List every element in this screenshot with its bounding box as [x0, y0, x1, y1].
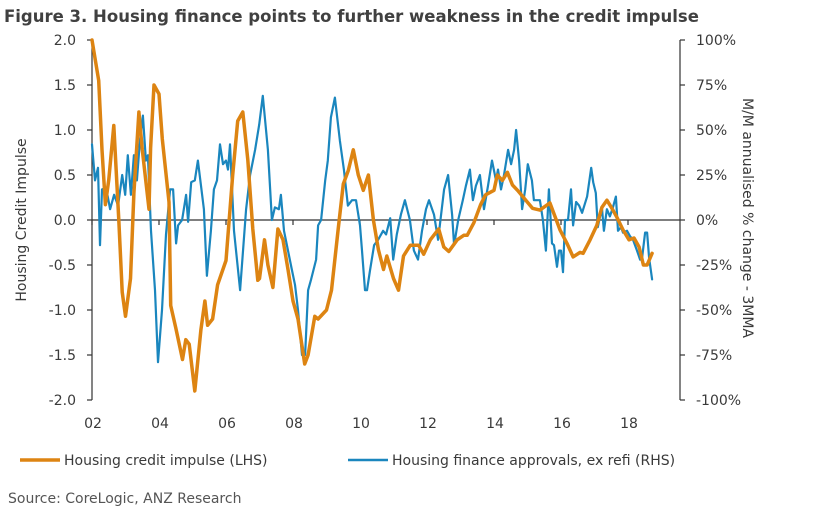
y-left-tick-label: -1.0 — [49, 303, 76, 319]
x-tick-label: 04 — [151, 416, 169, 432]
x-tick-label: 10 — [352, 416, 370, 432]
y-axis-right-label: M/M annualised % change - 3MMA — [739, 98, 755, 338]
x-tick-label: 12 — [419, 416, 437, 432]
y-left-tick-label: 1.0 — [54, 123, 76, 139]
y-axis-left-label: Housing Credit Impulse — [14, 138, 30, 301]
axes: 2.01.51.00.50.0-0.5-1.0-1.5-2.0100%75%50… — [49, 33, 741, 432]
y-right-tick-label: -75% — [696, 348, 732, 364]
y-right-tick-label: -25% — [696, 258, 732, 274]
x-tick-label: 08 — [285, 416, 303, 432]
y-right-tick-label: 75% — [696, 78, 727, 94]
y-right-tick-label: 25% — [696, 168, 727, 184]
x-tick-label: 18 — [620, 416, 638, 432]
legend: Housing credit impulse (LHS) Housing fin… — [20, 453, 675, 469]
legend-label-finance-approvals: Housing finance approvals, ex refi (RHS) — [392, 453, 675, 469]
y-left-tick-label: -2.0 — [49, 393, 76, 409]
y-right-tick-label: -100% — [696, 393, 741, 409]
x-tick-label: 06 — [218, 416, 236, 432]
y-right-tick-label: 100% — [696, 33, 736, 49]
y-right-tick-label: 50% — [696, 123, 727, 139]
y-left-tick-label: 0.0 — [54, 213, 76, 229]
y-left-tick-label: 0.5 — [54, 168, 76, 184]
y-left-tick-label: -1.5 — [49, 348, 76, 364]
y-left-tick-label: 2.0 — [54, 33, 76, 49]
series-line-credit-impulse — [90, 38, 654, 393]
legend-label-credit-impulse: Housing credit impulse (LHS) — [64, 453, 268, 469]
y-left-tick-label: -0.5 — [49, 258, 76, 274]
series-lines — [90, 38, 654, 393]
series-line-finance-approvals — [90, 94, 654, 364]
x-tick-label: 14 — [486, 416, 504, 432]
y-right-tick-label: 0% — [696, 213, 718, 229]
x-tick-label: 16 — [553, 416, 571, 432]
source-note: Source: CoreLogic, ANZ Research — [8, 491, 241, 507]
y-left-tick-label: 1.5 — [54, 78, 76, 94]
y-right-tick-label: -50% — [696, 303, 732, 319]
x-tick-label: 02 — [84, 416, 102, 432]
chart-title: Figure 3. Housing finance points to furt… — [4, 7, 699, 26]
